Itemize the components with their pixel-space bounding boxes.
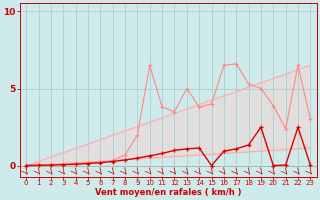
X-axis label: Vent moyen/en rafales ( km/h ): Vent moyen/en rafales ( km/h ) bbox=[95, 188, 242, 197]
